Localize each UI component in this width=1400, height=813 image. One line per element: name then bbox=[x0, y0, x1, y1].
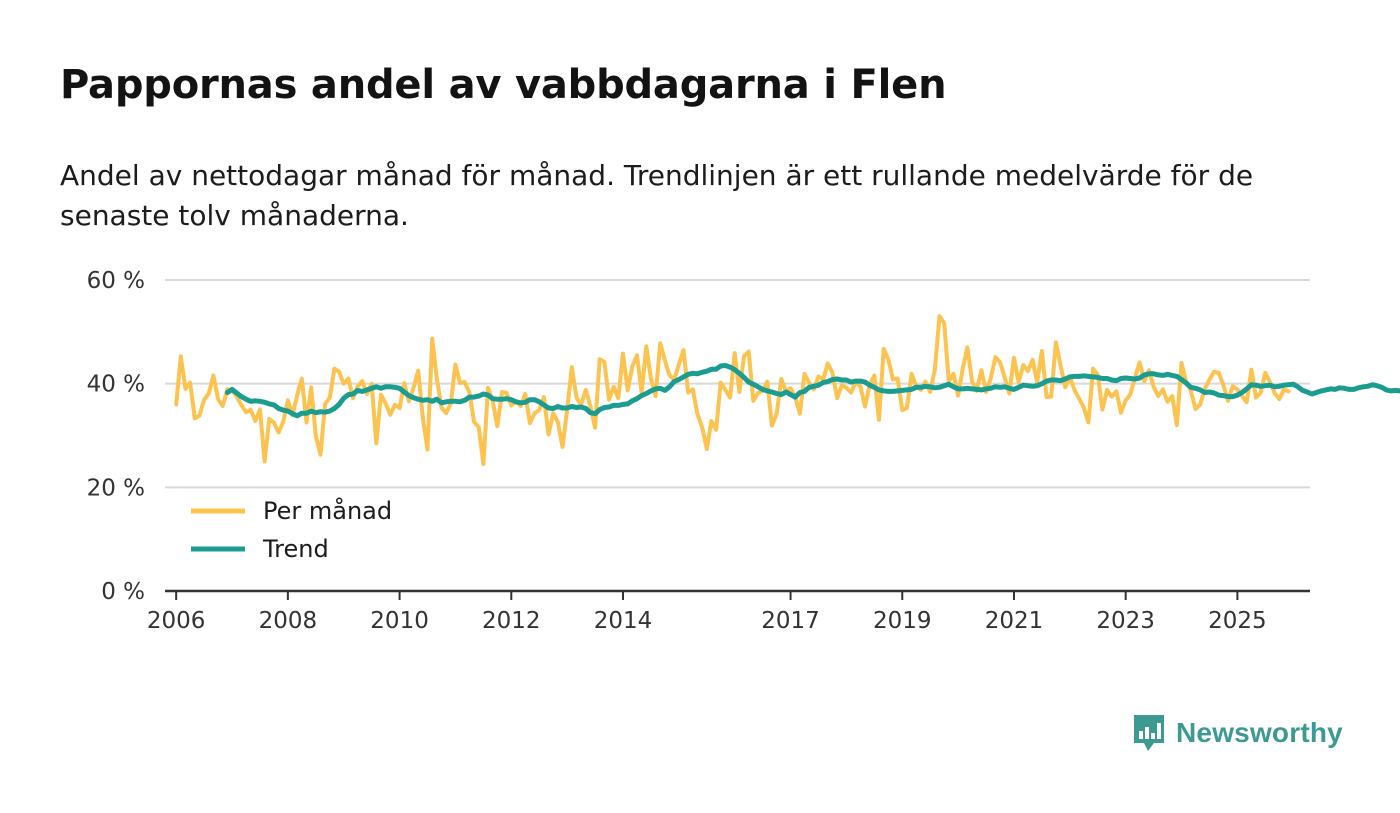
x-tick-label: 2025 bbox=[1208, 608, 1267, 634]
newsworthy-logo: Newsworthy bbox=[1132, 712, 1343, 754]
x-tick-label: 2008 bbox=[259, 608, 318, 634]
series-line-trend bbox=[224, 363, 1400, 419]
x-tick-label: 2014 bbox=[594, 608, 653, 634]
legend-label: Trend bbox=[262, 535, 329, 563]
y-tick-label: 40 % bbox=[87, 372, 145, 398]
newsworthy-logo-text: Newsworthy bbox=[1176, 717, 1343, 748]
x-tick-label: 2017 bbox=[761, 608, 820, 634]
legend-label: Per månad bbox=[263, 496, 392, 525]
y-tick-label: 20 % bbox=[87, 475, 145, 501]
newsworthy-logo-icon bbox=[1134, 715, 1164, 751]
x-tick-label: 2012 bbox=[482, 608, 541, 634]
legend: Per månad Trend bbox=[191, 496, 392, 563]
y-axis-ticks: 0 % 20 % 40 % 60 % bbox=[87, 268, 145, 605]
series-lines bbox=[174, 314, 1400, 466]
chart-title: Pappornas andel av vabbdagarna i Flen bbox=[60, 62, 947, 108]
x-tick-label: 2019 bbox=[873, 608, 932, 634]
grid-lines bbox=[165, 279, 1310, 593]
chart-subtitle: Andel av nettodagar månad för månad. Tre… bbox=[60, 159, 1254, 232]
y-tick-label: 60 % bbox=[87, 268, 145, 294]
x-axis-ticks: 2006 2008 2010 2012 2014 2017 2019 2021 2023 2025 bbox=[147, 591, 1267, 634]
y-tick-label: 0 % bbox=[101, 579, 145, 605]
x-tick-label: 2021 bbox=[985, 608, 1044, 634]
series-line-per-manad bbox=[174, 314, 1291, 466]
x-tick-label: 2006 bbox=[147, 608, 206, 634]
x-tick-label: 2010 bbox=[370, 608, 429, 634]
x-tick-label: 2023 bbox=[1096, 608, 1155, 634]
